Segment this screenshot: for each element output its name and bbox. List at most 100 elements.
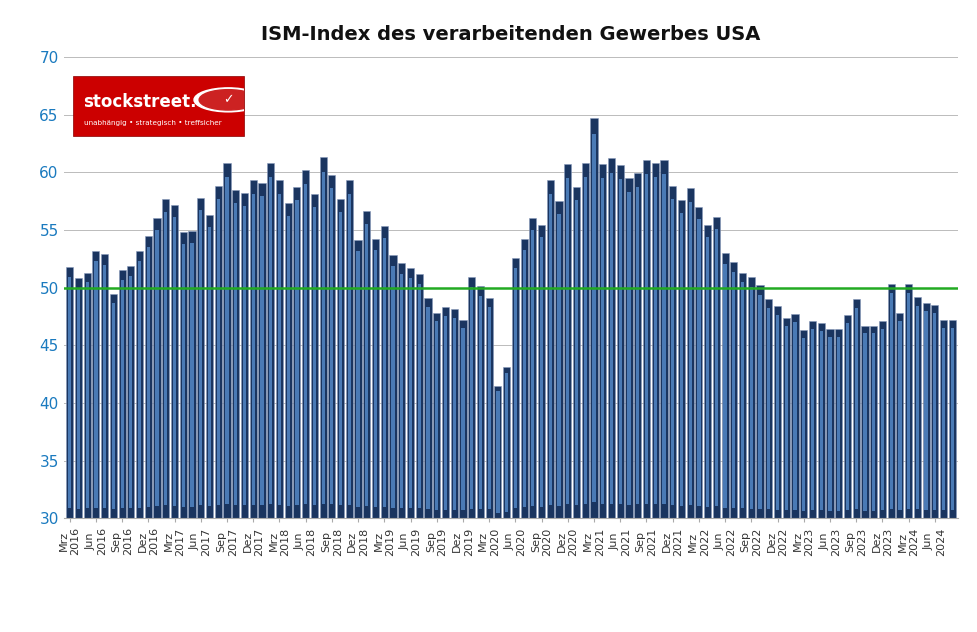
Bar <box>923 311 927 509</box>
Bar <box>389 255 397 518</box>
Bar <box>442 307 448 518</box>
Text: stockstreet.de: stockstreet.de <box>84 93 220 111</box>
Bar <box>269 177 272 504</box>
Bar <box>520 239 528 518</box>
Bar <box>941 328 944 510</box>
Bar <box>679 212 682 506</box>
Bar <box>68 277 71 508</box>
Bar <box>861 325 868 518</box>
Bar <box>948 320 955 518</box>
Bar <box>566 178 569 504</box>
Bar <box>120 280 124 508</box>
Bar <box>852 299 859 518</box>
Bar <box>792 322 796 510</box>
Bar <box>302 170 309 518</box>
Bar <box>782 317 789 518</box>
Bar <box>870 325 876 518</box>
Bar <box>260 196 263 505</box>
Bar <box>766 308 770 509</box>
Bar <box>642 159 650 518</box>
Bar <box>242 206 246 505</box>
Bar <box>703 225 710 518</box>
Bar <box>328 174 335 518</box>
Bar <box>111 303 115 509</box>
Bar <box>799 331 807 518</box>
Bar <box>599 164 606 518</box>
Bar <box>362 212 370 518</box>
Bar <box>488 307 490 509</box>
Bar <box>790 314 798 518</box>
Bar <box>686 188 693 518</box>
Bar <box>479 296 482 509</box>
Bar <box>932 313 936 509</box>
FancyBboxPatch shape <box>73 76 244 136</box>
Bar <box>400 274 403 508</box>
Bar <box>180 232 187 518</box>
Bar <box>904 284 912 518</box>
Bar <box>461 328 464 510</box>
Bar <box>217 199 220 505</box>
Bar <box>145 236 151 518</box>
Bar <box>286 216 289 506</box>
Bar <box>109 295 117 518</box>
Bar <box>468 277 475 518</box>
Bar <box>415 274 422 518</box>
Bar <box>557 214 560 506</box>
Bar <box>406 268 413 518</box>
Bar <box>661 174 665 504</box>
Bar <box>730 262 737 518</box>
Bar <box>610 173 613 504</box>
Bar <box>758 295 761 509</box>
Bar <box>277 194 280 505</box>
Bar <box>450 310 457 518</box>
Bar <box>311 194 318 518</box>
Bar <box>417 284 420 509</box>
Bar <box>444 315 446 510</box>
Bar <box>897 321 901 510</box>
Bar <box>592 134 595 502</box>
Bar <box>495 391 499 513</box>
Bar <box>118 270 126 518</box>
Bar <box>493 386 501 518</box>
Bar <box>819 331 822 511</box>
Bar <box>871 333 874 511</box>
Bar <box>129 276 132 508</box>
Bar <box>295 200 298 505</box>
Bar <box>101 254 108 518</box>
Bar <box>834 329 841 518</box>
Bar <box>171 205 178 518</box>
Bar <box>913 297 920 518</box>
Bar <box>695 207 701 518</box>
Bar <box>459 320 466 518</box>
Bar <box>581 163 588 518</box>
Bar <box>371 239 379 518</box>
Bar <box>354 240 361 518</box>
Bar <box>426 307 429 509</box>
Bar <box>249 180 257 518</box>
Bar <box>826 329 832 518</box>
Text: ✓: ✓ <box>223 94 234 106</box>
Bar <box>477 286 484 518</box>
Bar <box>182 244 185 507</box>
Bar <box>764 299 772 518</box>
Bar <box>346 180 353 518</box>
Text: unabhängig • strategisch • treffsicher: unabhängig • strategisch • treffsicher <box>84 119 221 126</box>
Bar <box>522 250 526 507</box>
Bar <box>380 226 388 518</box>
Bar <box>189 231 195 518</box>
Bar <box>223 163 231 518</box>
Bar <box>83 272 91 518</box>
Bar <box>232 190 239 518</box>
Bar <box>502 367 510 518</box>
Bar <box>321 172 324 504</box>
Bar <box>773 306 781 518</box>
Bar <box>77 288 80 509</box>
Bar <box>319 157 326 518</box>
Bar <box>258 183 266 518</box>
Bar <box>863 333 866 511</box>
Bar <box>721 253 728 518</box>
Bar <box>583 177 586 504</box>
Bar <box>880 329 883 511</box>
Bar <box>85 283 89 508</box>
Bar <box>138 262 141 507</box>
